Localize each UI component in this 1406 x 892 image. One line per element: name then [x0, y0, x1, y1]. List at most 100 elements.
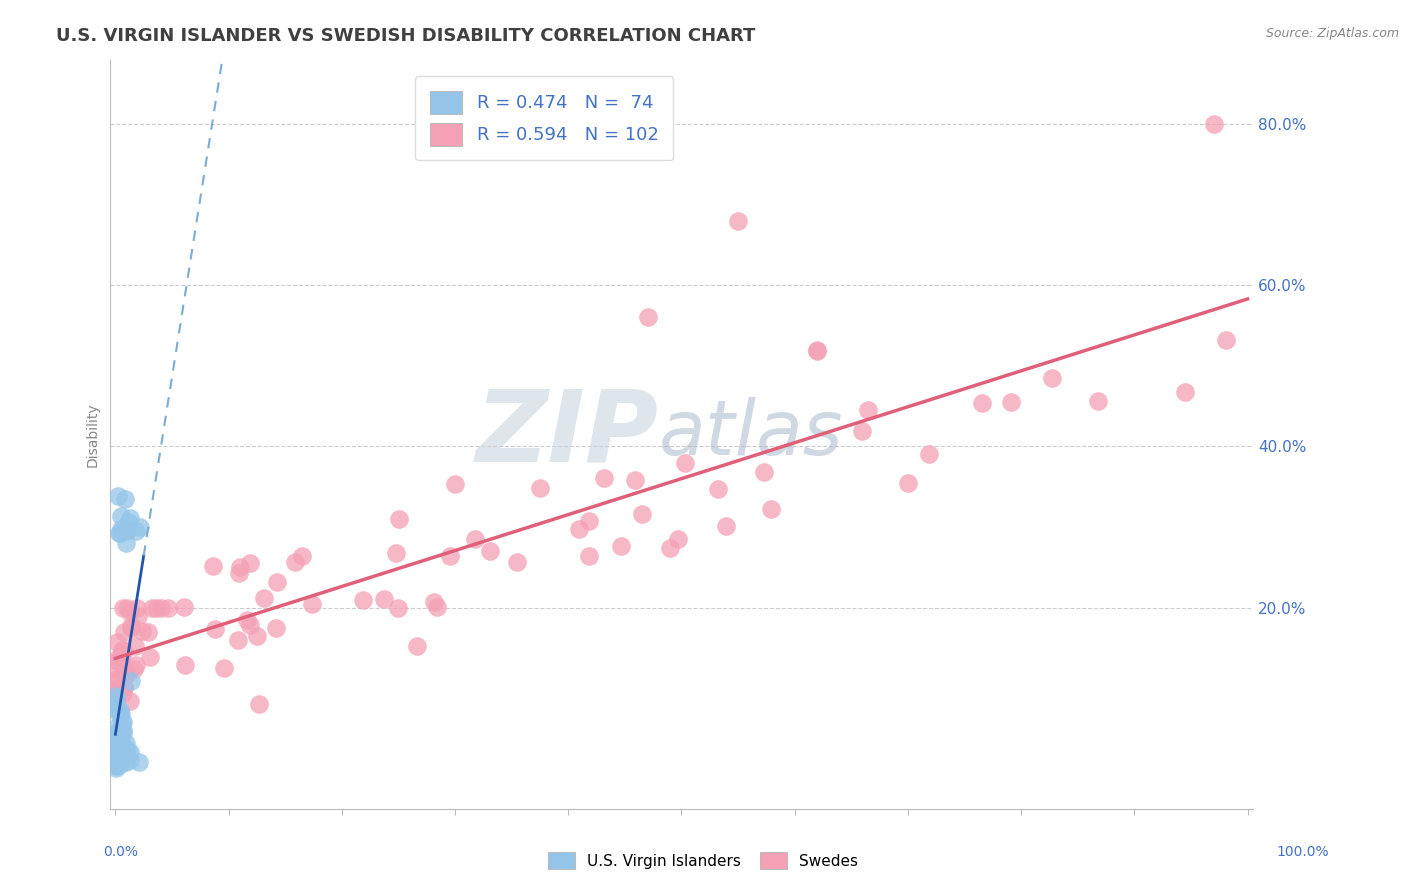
Point — [114, 681, 136, 695]
Point — [754, 466, 776, 480]
Point — [659, 541, 682, 556]
Point — [131, 624, 153, 638]
Point — [478, 544, 501, 558]
Point — [1215, 333, 1237, 347]
Point — [253, 591, 276, 606]
Point — [120, 605, 142, 619]
Point — [610, 539, 633, 553]
Point — [1087, 393, 1109, 408]
Point — [114, 643, 136, 657]
Point — [141, 600, 163, 615]
Point — [111, 715, 134, 730]
Point — [105, 761, 128, 775]
Point — [111, 743, 134, 757]
Point — [115, 665, 138, 679]
Point — [464, 533, 486, 547]
Point — [105, 757, 128, 772]
Point — [229, 559, 252, 574]
Point — [110, 681, 132, 695]
Point — [111, 745, 134, 759]
Point — [114, 736, 136, 750]
Point — [104, 756, 127, 771]
Point — [117, 743, 139, 757]
Point — [264, 621, 287, 635]
Point — [1174, 385, 1197, 400]
Point — [105, 758, 128, 772]
Point — [301, 597, 323, 611]
Point — [204, 622, 226, 636]
Point — [107, 725, 129, 739]
Point — [114, 741, 136, 756]
Point — [111, 643, 134, 657]
Point — [107, 489, 129, 503]
Point — [115, 521, 138, 535]
Point — [114, 680, 136, 694]
Point — [238, 617, 260, 632]
Point — [110, 745, 132, 759]
Point — [124, 639, 146, 653]
Point — [568, 522, 591, 536]
Point — [714, 519, 737, 533]
Point — [112, 625, 135, 640]
Text: U.S. VIRGIN ISLANDER VS SWEDISH DISABILITY CORRELATION CHART: U.S. VIRGIN ISLANDER VS SWEDISH DISABILI… — [56, 27, 755, 45]
Point — [110, 653, 132, 667]
Point — [673, 456, 696, 470]
Point — [110, 706, 132, 721]
Point — [117, 515, 139, 529]
Point — [120, 621, 142, 635]
Point — [529, 481, 551, 495]
Point — [107, 745, 129, 759]
Point — [105, 662, 128, 676]
Text: 100.0%: 100.0% — [1277, 845, 1329, 859]
Point — [110, 509, 132, 524]
Point — [124, 657, 146, 672]
Point — [128, 755, 150, 769]
Point — [623, 473, 645, 487]
Point — [107, 650, 129, 665]
Point — [105, 703, 128, 717]
Point — [110, 650, 132, 665]
Point — [897, 476, 920, 491]
Point — [385, 546, 408, 560]
Point — [444, 476, 467, 491]
Point — [108, 703, 131, 717]
Point — [110, 522, 132, 536]
Point — [239, 557, 262, 571]
Point — [104, 690, 127, 704]
Point — [388, 511, 411, 525]
Point — [124, 662, 146, 676]
Point — [115, 667, 138, 681]
Text: 0.0%: 0.0% — [103, 845, 138, 859]
Point — [972, 396, 994, 410]
Point — [108, 731, 131, 746]
Point — [136, 624, 159, 639]
Point — [1040, 370, 1063, 384]
Legend: R = 0.474   N =  74, R = 0.594   N = 102: R = 0.474 N = 74, R = 0.594 N = 102 — [415, 76, 673, 161]
Point — [107, 751, 129, 765]
Point — [105, 634, 128, 648]
Point — [105, 698, 128, 712]
Point — [373, 591, 395, 606]
Point — [107, 682, 129, 697]
Point — [108, 739, 131, 753]
Point — [246, 629, 269, 643]
Point — [247, 698, 270, 712]
Point — [127, 609, 149, 624]
Point — [114, 667, 136, 681]
Point — [806, 343, 828, 358]
Point — [105, 731, 128, 746]
Point — [120, 694, 142, 708]
Point — [105, 726, 128, 740]
Point — [104, 731, 127, 745]
Point — [236, 614, 259, 628]
Point — [806, 343, 828, 357]
Point — [111, 716, 134, 731]
Point — [352, 593, 374, 607]
Point — [105, 759, 128, 773]
Point — [125, 524, 148, 538]
Point — [108, 750, 131, 764]
Point — [105, 673, 128, 687]
Point — [759, 501, 782, 516]
Point — [110, 738, 132, 752]
Point — [578, 514, 600, 528]
